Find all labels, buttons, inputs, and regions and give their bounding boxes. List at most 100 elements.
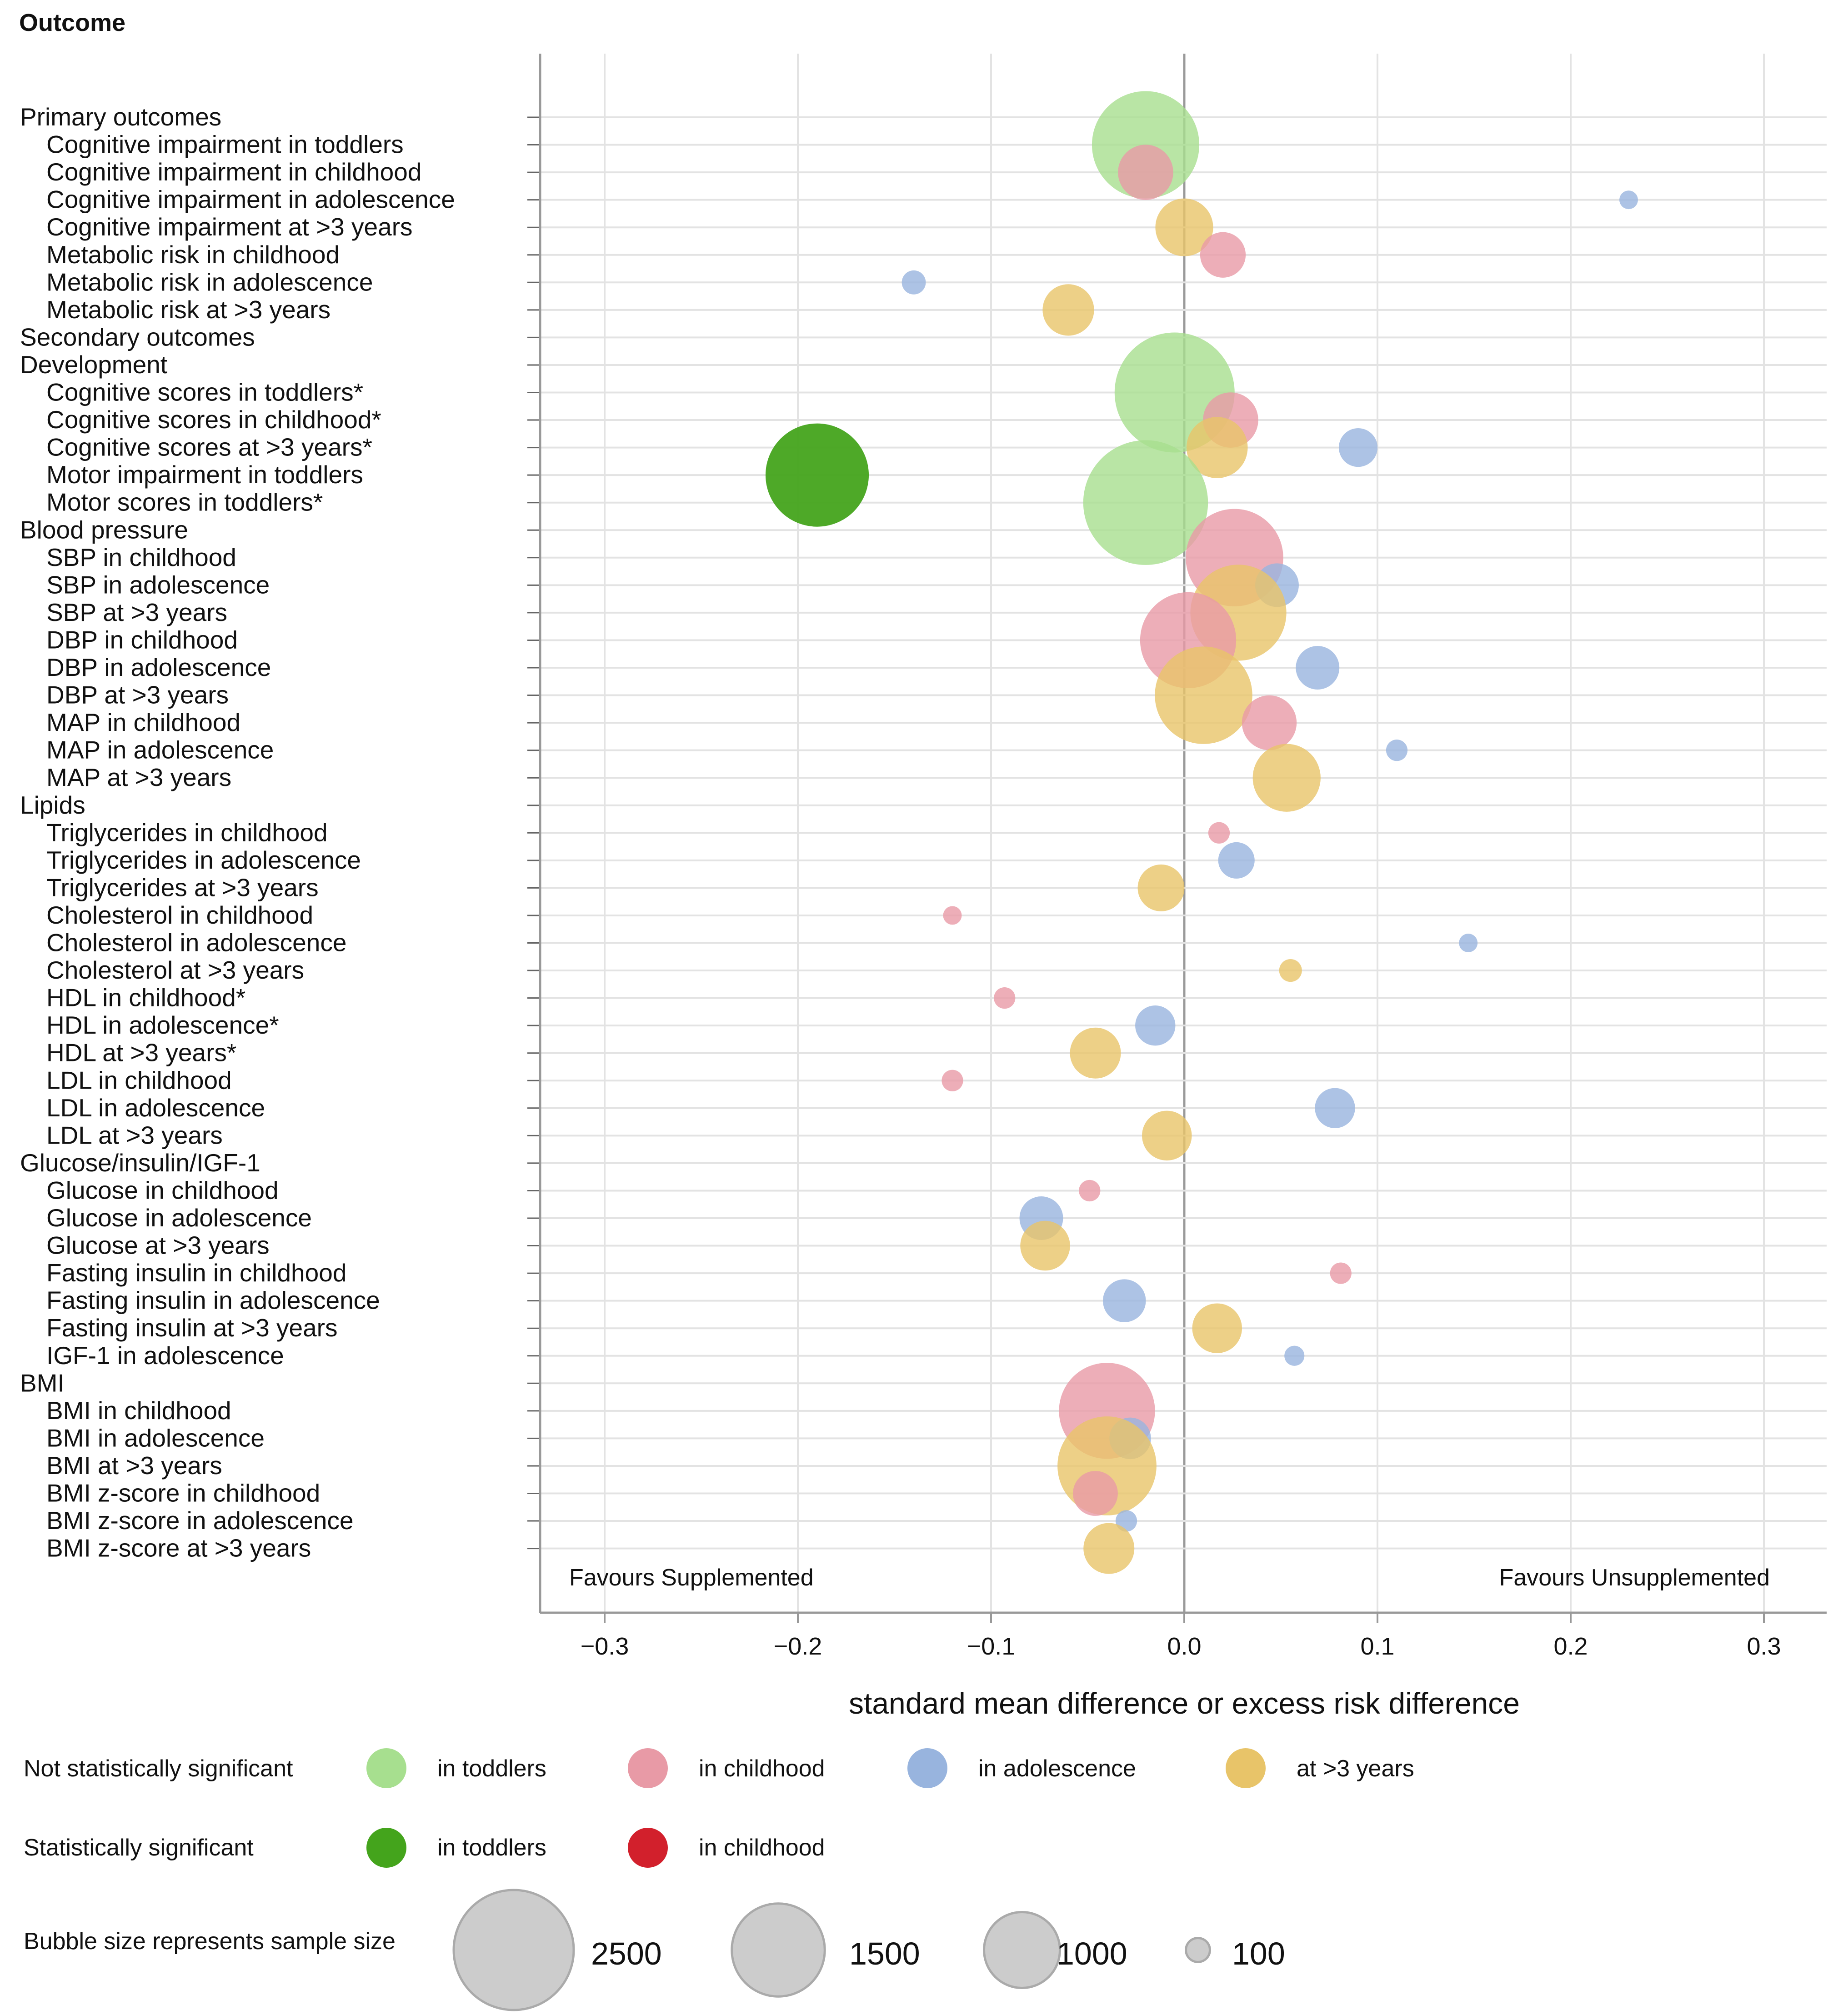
bubble-dbp-in-adolescence	[1296, 646, 1340, 690]
bubble-cognitive-impairment-in-adolescence	[1619, 190, 1638, 210]
row-label-cholesterol-at-3-years: Cholesterol at >3 years	[46, 956, 304, 984]
row-label-fasting-insulin-in-adolescence: Fasting insulin in adolescence	[46, 1286, 380, 1315]
row-label-cognitive-impairment-in-adolescence: Cognitive impairment in adolescence	[46, 185, 455, 214]
legend-swatch-toddlers-sig	[366, 1828, 406, 1868]
bubble-glucose-in-childhood	[1079, 1180, 1101, 1202]
legend-not-significant-title: Not statistically significant	[24, 1755, 293, 1782]
row-label-metabolic-risk-at-3-years: Metabolic risk at >3 years	[46, 295, 331, 324]
row-label-glucose-insulin-igf-1: Glucose/insulin/IGF-1	[20, 1149, 260, 1177]
bubble-metabolic-risk-in-adolescence	[901, 270, 926, 295]
legend-size-label-2500: 2500	[591, 1936, 662, 1971]
favours-unsupplemented-label: Favours Unsupplemented	[1499, 1565, 1770, 1591]
bubble-igf-1-in-adolescence	[1284, 1345, 1305, 1366]
bubble-cognitive-impairment-at-3-years	[1155, 198, 1213, 256]
row-label-bmi-in-childhood: BMI in childhood	[46, 1396, 231, 1425]
bubble-triglycerides-at-3-years	[1137, 864, 1185, 911]
bubble-motor-scores-in-toddlers	[1083, 440, 1208, 565]
legend-size-bubble-2500	[452, 1889, 575, 2011]
outcome-header: Outcome	[19, 9, 125, 36]
legend-swatch-adolescence	[907, 1748, 947, 1788]
legend-label-toddlers-sig: in toddlers	[437, 1835, 546, 1861]
row-label-glucose-in-adolescence: Glucose in adolescence	[46, 1204, 312, 1232]
bubble-hdl-in-adolescence	[1135, 1005, 1176, 1046]
bubble-map-at-3-years	[1252, 744, 1321, 812]
row-label-blood-pressure: Blood pressure	[20, 515, 188, 544]
row-label-bmi-at-3-years: BMI at >3 years	[46, 1451, 222, 1480]
bubble-hdl-in-childhood	[994, 987, 1016, 1009]
xtick-label-4: 0.1	[1360, 1633, 1394, 1660]
row-label-dbp-at-3-years: DBP at >3 years	[46, 681, 229, 709]
row-label-map-in-adolescence: MAP in adolescence	[46, 736, 274, 764]
bubble-triglycerides-in-adolescence	[1218, 842, 1255, 879]
xtick-label-2: −0.1	[967, 1633, 1016, 1660]
legend-label-childhood-sig: in childhood	[699, 1835, 825, 1861]
favours-supplemented-label: Favours Supplemented	[569, 1565, 814, 1591]
row-label-triglycerides-in-childhood: Triglycerides in childhood	[46, 818, 328, 846]
bubble-map-in-adolescence	[1386, 740, 1408, 761]
legend-label-adolescence: in adolescence	[978, 1755, 1136, 1782]
row-label-bmi-in-adolescence: BMI in adolescence	[46, 1424, 265, 1452]
row-label-igf-1-in-adolescence: IGF-1 in adolescence	[46, 1341, 284, 1370]
legend-size-title: Bubble size represents sample size	[24, 1928, 396, 1955]
bubble-cholesterol-in-adolescence	[1459, 934, 1478, 952]
bubble-dbp-at-3-years	[1155, 646, 1252, 744]
legend-swatch-childhood-sig	[628, 1828, 668, 1868]
row-label-map-at-3-years: MAP at >3 years	[46, 763, 231, 791]
xtick-label-0: −0.3	[581, 1633, 629, 1660]
bubble-cognitive-impairment-in-childhood	[1118, 145, 1173, 200]
row-label-motor-scores-in-toddlers: Motor scores in toddlers*	[46, 488, 323, 516]
legend-label-childhood: in childhood	[699, 1755, 825, 1782]
row-label-bmi-z-score-in-childhood: BMI z-score in childhood	[46, 1479, 320, 1507]
row-label-cholesterol-in-childhood: Cholesterol in childhood	[46, 901, 313, 929]
row-label-cognitive-scores-in-childhood: Cognitive scores in childhood*	[46, 405, 381, 434]
legend: Not statistically significant Statistical…	[24, 1748, 1414, 2011]
row-label-cognitive-scores-at-3-years: Cognitive scores at >3 years*	[46, 433, 372, 461]
x-axis-label: standard mean difference or excess risk …	[849, 1686, 1520, 1720]
bubble-bmi-z-score-in-childhood	[1073, 1471, 1118, 1516]
legend-swatch-childhood	[628, 1748, 668, 1788]
legend-size-bubble-1000	[983, 1911, 1061, 1989]
row-label-ldl-in-childhood: LDL in childhood	[46, 1066, 232, 1094]
legend-swatch-toddlers	[366, 1748, 406, 1788]
x-axis: −0.3 −0.2 −0.1 0.0 0.1 0.2 0.3	[539, 54, 1827, 1660]
row-label-ldl-in-adolescence: LDL in adolescence	[46, 1094, 265, 1122]
bubble-map-in-childhood	[1242, 695, 1297, 750]
bubble-cognitive-scores-at-3-years	[1186, 417, 1248, 478]
row-label-cognitive-impairment-in-toddlers: Cognitive impairment in toddlers	[46, 130, 404, 159]
row-label-ldl-at-3-years: LDL at >3 years	[46, 1121, 223, 1149]
row-label-dbp-in-childhood: DBP in childhood	[46, 625, 238, 654]
bubble-bmi-z-score-at-3-years	[1083, 1523, 1135, 1574]
row-label-metabolic-risk-in-childhood: Metabolic risk in childhood	[46, 240, 340, 269]
row-label-bmi-z-score-at-3-years: BMI z-score at >3 years	[46, 1534, 311, 1562]
bubbles	[765, 91, 1638, 1574]
bubble-ldl-in-adolescence	[1315, 1088, 1355, 1128]
bubble-fasting-insulin-in-childhood	[1330, 1262, 1352, 1284]
bubble-fasting-insulin-in-adolescence	[1103, 1279, 1146, 1322]
row-label-hdl-at-3-years: HDL at >3 years*	[46, 1039, 236, 1067]
legend-label-at3: at >3 years	[1297, 1755, 1414, 1782]
bubble-motor-impairment-in-toddlers	[765, 423, 869, 527]
row-label-primary-outcomes: Primary outcomes	[20, 103, 221, 131]
xtick-label-5: 0.2	[1553, 1633, 1588, 1660]
xtick-label-1: −0.2	[774, 1633, 822, 1660]
row-label-glucose-in-childhood: Glucose in childhood	[46, 1176, 279, 1204]
bubble-cholesterol-at-3-years	[1279, 959, 1302, 982]
xtick-label-3: 0.0	[1167, 1633, 1201, 1660]
row-label-map-in-childhood: MAP in childhood	[46, 708, 240, 736]
row-label-fasting-insulin-at-3-years: Fasting insulin at >3 years	[46, 1314, 337, 1342]
row-label-secondary-outcomes: Secondary outcomes	[20, 323, 255, 351]
row-label-cognitive-scores-in-toddlers: Cognitive scores in toddlers*	[46, 378, 363, 406]
row-label-cognitive-impairment-at-3-years: Cognitive impairment at >3 years	[46, 213, 413, 241]
row-label-sbp-in-adolescence: SBP in adolescence	[46, 570, 270, 599]
row-label-motor-impairment-in-toddlers: Motor impairment in toddlers	[46, 460, 363, 489]
bubble-cognitive-scores-in-adolescence	[1338, 428, 1378, 467]
row-label-bmi-z-score-in-adolescence: BMI z-score in adolescence	[46, 1506, 354, 1535]
row-label-bmi: BMI	[20, 1369, 65, 1397]
row-label-development: Development	[20, 350, 167, 379]
row-label-metabolic-risk-in-adolescence: Metabolic risk in adolescence	[46, 268, 373, 296]
row-label-cholesterol-in-adolescence: Cholesterol in adolescence	[46, 929, 346, 957]
bubble-metabolic-risk-in-childhood	[1200, 232, 1246, 278]
